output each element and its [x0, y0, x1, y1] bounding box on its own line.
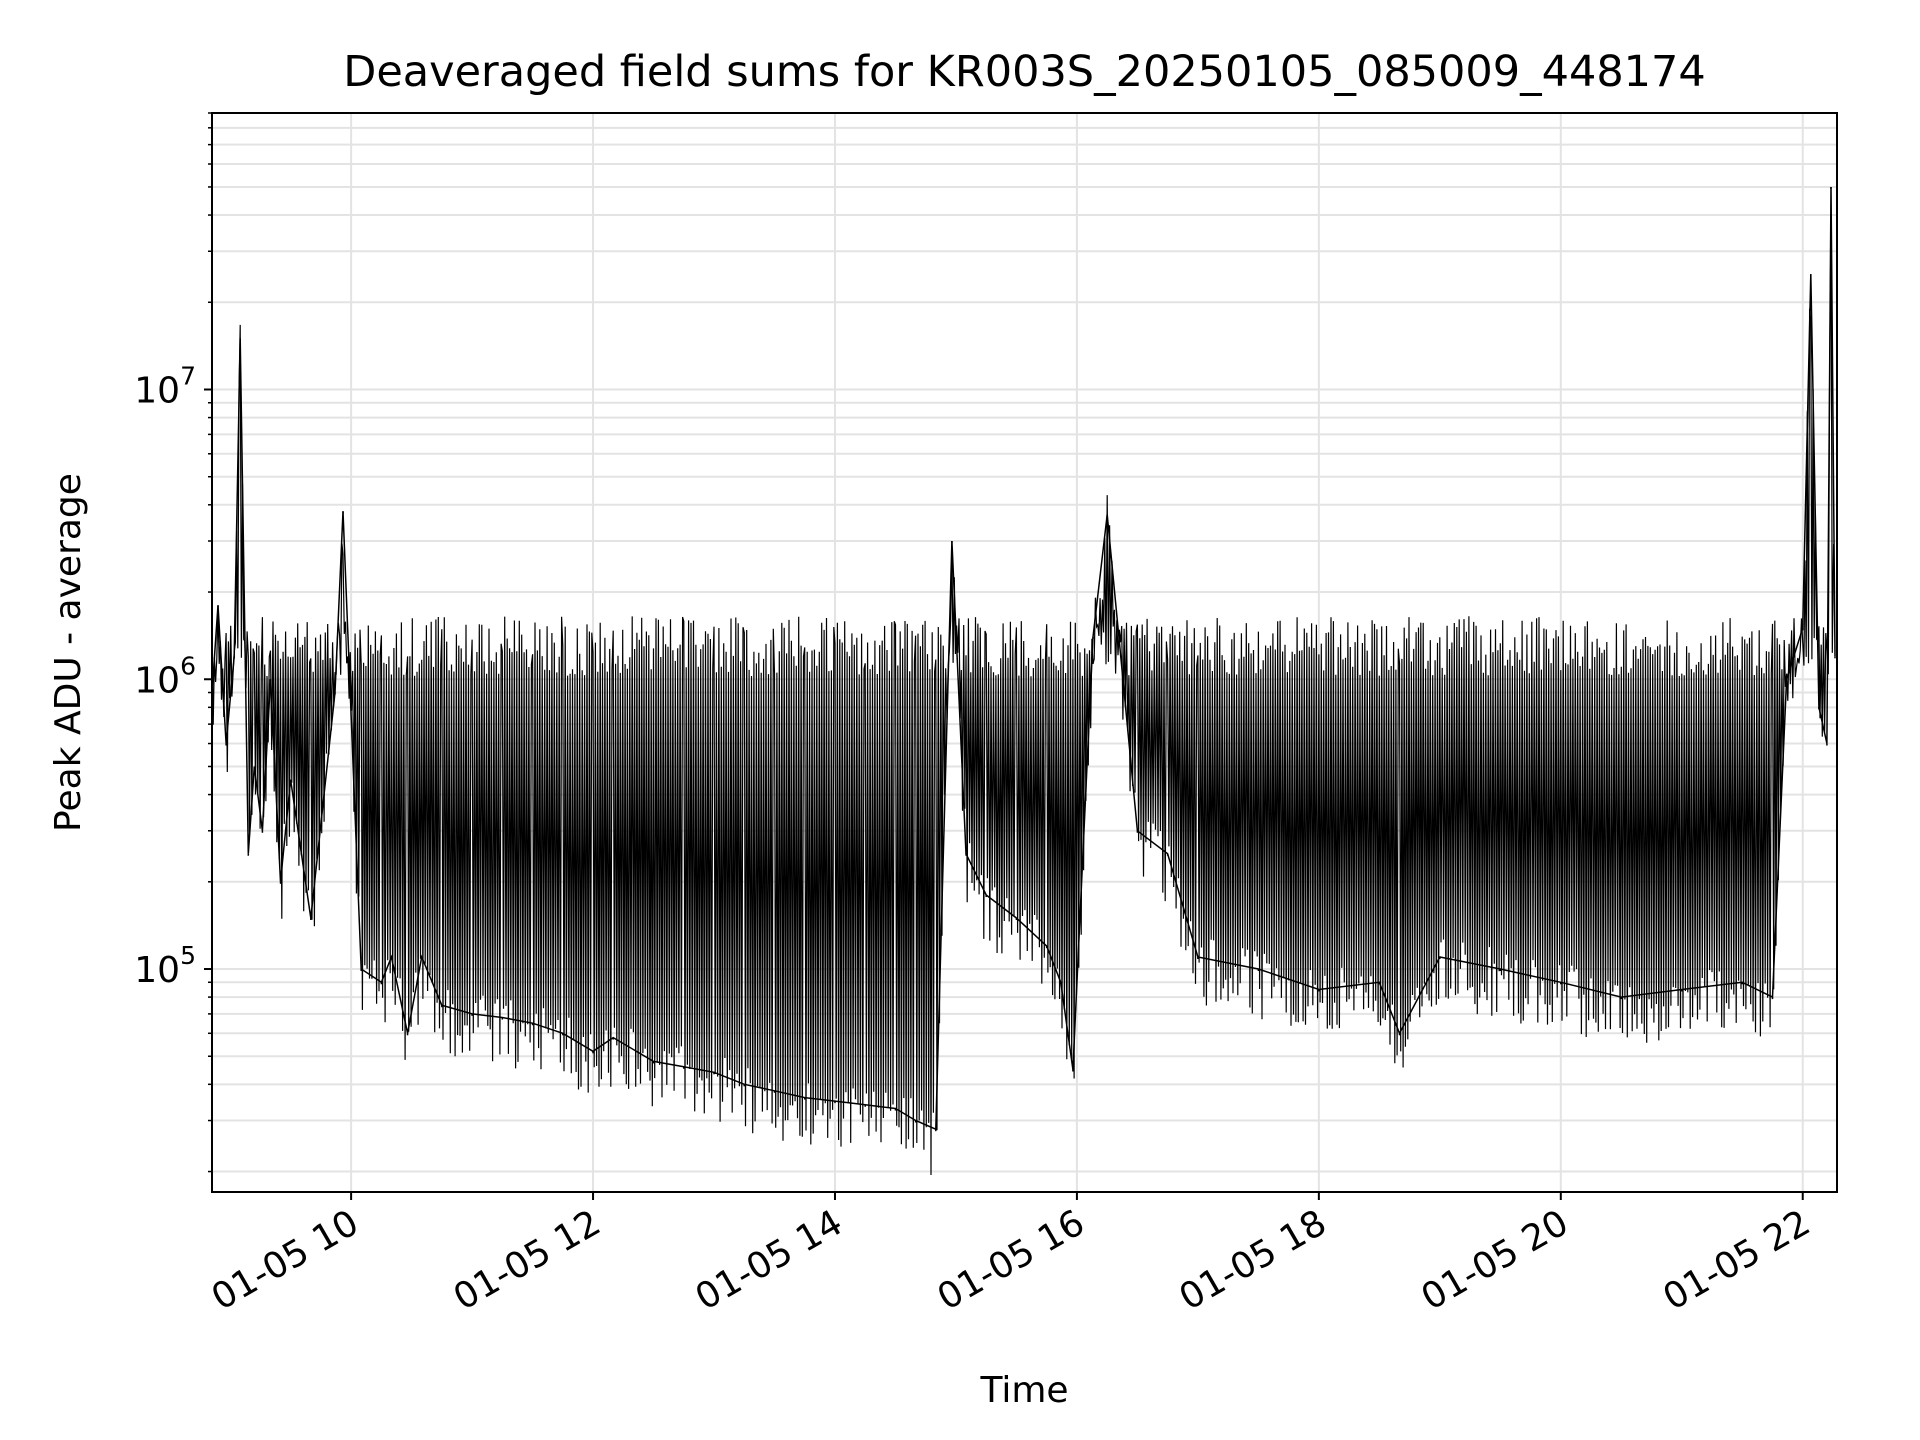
plot-frame [211, 112, 1838, 1193]
series-layer [212, 186, 1836, 1176]
series-group [212, 186, 1836, 1176]
series-noise-trace [212, 219, 1835, 1176]
y-tick-label: 106 [134, 651, 196, 701]
y-tick-label: 107 [134, 361, 196, 411]
y-tick-label: 105 [134, 941, 196, 991]
x-axis-label: Time [979, 1370, 1068, 1411]
chart-title: Deaveraged field sums for KR003S_2025010… [343, 47, 1706, 97]
y-axis-label: Peak ADU - average [48, 473, 89, 832]
